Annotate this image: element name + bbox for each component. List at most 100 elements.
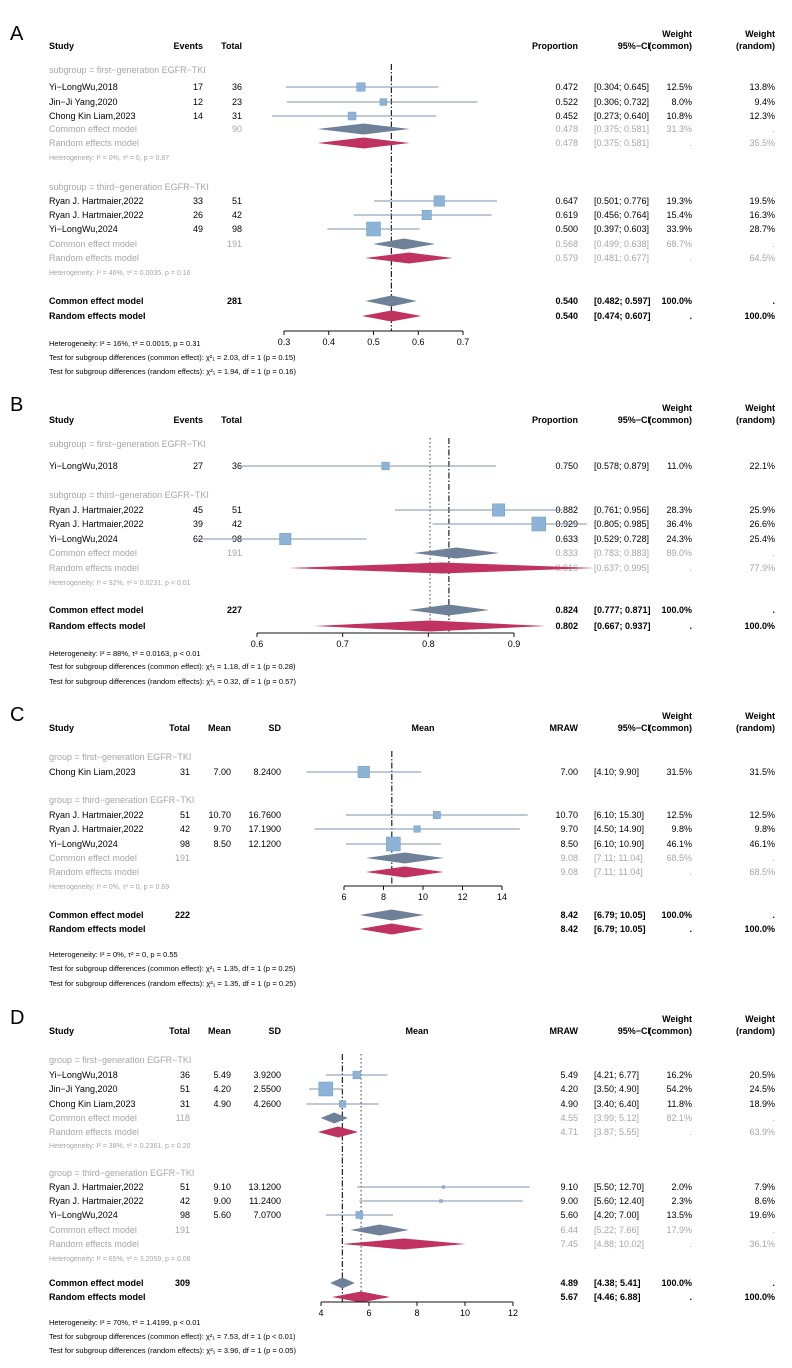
col-header-weight-random-sub: (random) bbox=[736, 41, 775, 51]
subgroup-random-ci: [0.637; 0.995] bbox=[594, 563, 649, 573]
subgroup-heterogeneity: Heterogeneity: I² = 38%, τ² = 0.2361, p … bbox=[49, 1143, 191, 1150]
study-weight-box bbox=[347, 111, 357, 121]
subgroup-common-estimate: 4.55 bbox=[560, 1113, 578, 1123]
x-axis-tick-label: 0.6 bbox=[251, 639, 264, 649]
study-total: 98 bbox=[232, 224, 242, 234]
study-weight-box bbox=[279, 533, 292, 545]
overall-common-weight-random: . bbox=[772, 1278, 775, 1288]
study-weight-box bbox=[441, 1185, 445, 1189]
study-events: 49 bbox=[193, 224, 203, 234]
study-weight-common: 12.5% bbox=[666, 810, 692, 820]
footer-stat-line: Heterogeneity: I² = 88%, τ² = 0.0163, p … bbox=[49, 649, 201, 658]
study-name: Yi−LongWu,2024 bbox=[49, 534, 118, 544]
panel-letter: C bbox=[10, 704, 24, 726]
subgroup-common-diamond bbox=[350, 1224, 409, 1236]
col-header-ci: 95%−CI bbox=[618, 41, 650, 51]
footer-stat-line: Test for subgroup differences (common ef… bbox=[49, 964, 296, 973]
x-axis-tick-label: 6 bbox=[366, 1308, 371, 1318]
overall-common-weight-common: 100.0% bbox=[661, 910, 692, 920]
col-header-weight-common-sub: (common) bbox=[649, 1026, 693, 1036]
study-ci: [3.40; 6.40] bbox=[594, 1099, 639, 1109]
subgroup-common-label: Common effect model bbox=[49, 548, 137, 558]
study-estimate: 5.49 bbox=[560, 1070, 578, 1080]
study-events: 33 bbox=[193, 196, 203, 206]
x-axis-tick-label: 0.9 bbox=[508, 639, 521, 649]
study-weight-random: 25.4% bbox=[749, 534, 775, 544]
study-weight-random: 28.7% bbox=[749, 224, 775, 234]
footer-stat-line: Test for subgroup differences (common ef… bbox=[49, 353, 296, 362]
subgroup-heterogeneity: Heterogeneity: I² = 0%, τ² = 0, p = 0.69 bbox=[49, 884, 169, 891]
study-weight-random: 46.1% bbox=[749, 839, 775, 849]
subgroup-common-diamond bbox=[320, 1112, 348, 1124]
study-name: Ryan J. Hartmaier,2022 bbox=[49, 824, 144, 834]
subgroup-random-label: Random effects model bbox=[49, 1127, 139, 1137]
overall-common-estimate: 4.89 bbox=[560, 1278, 578, 1288]
col-header-mean: Mean bbox=[208, 723, 231, 733]
overall-random-estimate: 5.67 bbox=[560, 1292, 578, 1302]
overall-common-weight-common: 100.0% bbox=[661, 296, 692, 306]
panel-letter: D bbox=[10, 1007, 24, 1029]
subgroup-common-estimate: 0.478 bbox=[555, 124, 578, 134]
study-total: 42 bbox=[180, 1196, 190, 1206]
study-weight-common: 2.3% bbox=[671, 1196, 692, 1206]
overall-common-ci: [6.79; 10.05] bbox=[594, 910, 646, 920]
x-axis-tick-label: 12 bbox=[457, 892, 467, 902]
study-weight-random: 22.1% bbox=[749, 461, 775, 471]
overall-random-diamond bbox=[361, 310, 422, 322]
subgroup-random-ci: [4.88; 10.02] bbox=[594, 1239, 644, 1249]
study-ci: [5.60; 12.40] bbox=[594, 1196, 644, 1206]
col-header-study: Study bbox=[49, 415, 74, 425]
study-weight-random: 12.5% bbox=[749, 810, 775, 820]
col-header-weight-random: Weight bbox=[745, 403, 775, 413]
study-ci: [5.50; 12.70] bbox=[594, 1182, 644, 1192]
study-weight-box bbox=[318, 1081, 334, 1097]
study-estimate: 9.10 bbox=[560, 1182, 578, 1192]
col-header-events: Events bbox=[173, 41, 203, 51]
study-ci: [0.761; 0.956] bbox=[594, 505, 649, 515]
subgroup-random-estimate: 7.45 bbox=[560, 1239, 578, 1249]
subgroup-heterogeneity: Heterogeneity: I² = 0%, τ² = 0, p = 0.87 bbox=[49, 155, 169, 162]
study-weight-random: 13.8% bbox=[749, 82, 775, 92]
study-ci: [0.529; 0.728] bbox=[594, 534, 649, 544]
study-weight-box bbox=[379, 98, 387, 106]
study-weight-box bbox=[357, 765, 370, 779]
study-sd: 13.1200 bbox=[248, 1182, 281, 1192]
subgroup-common-weight-common: 17.9% bbox=[666, 1225, 692, 1235]
study-name: Jin−Ji Yang,2020 bbox=[49, 97, 117, 107]
subgroup-common-ci: [7.11; 11.04] bbox=[594, 853, 643, 863]
study-ci: [0.306; 0.732] bbox=[594, 97, 649, 107]
overall-common-label: Common effect model bbox=[49, 605, 144, 615]
study-weight-common: 24.3% bbox=[666, 534, 692, 544]
study-events: 39 bbox=[193, 519, 203, 529]
overall-common-ci: [0.482; 0.597] bbox=[594, 296, 651, 306]
x-axis-tick-label: 4 bbox=[318, 1308, 323, 1318]
subgroup-common-weight-random: . bbox=[772, 853, 775, 863]
subgroup-common-weight-common: 68.5% bbox=[666, 853, 692, 863]
overall-random-weight-common: . bbox=[689, 621, 692, 631]
col-header-sd: SD bbox=[268, 723, 281, 733]
study-weight-box bbox=[352, 1070, 361, 1080]
study-total: 42 bbox=[232, 519, 242, 529]
study-events: 14 bbox=[193, 111, 203, 121]
study-estimate: 0.882 bbox=[555, 505, 578, 515]
x-axis-tick-label: 10 bbox=[460, 1308, 470, 1318]
overall-random-diamond bbox=[314, 620, 546, 632]
subgroup-common-diamond bbox=[413, 547, 500, 559]
col-header-weight-common: Weight bbox=[662, 1014, 692, 1024]
x-axis-tick-label: 12 bbox=[508, 1308, 518, 1318]
col-header-weight-random: Weight bbox=[745, 711, 775, 721]
panel-letter: B bbox=[10, 394, 23, 416]
study-estimate: 0.633 bbox=[555, 534, 578, 544]
subgroup-label: group = first−generation EGFR−TKI bbox=[49, 752, 191, 762]
study-name: Chong Kin Liam,2023 bbox=[49, 1099, 136, 1109]
study-weight-random: 7.9% bbox=[754, 1182, 775, 1192]
study-weight-box bbox=[413, 825, 421, 833]
subgroup-random-label: Random effects model bbox=[49, 1239, 139, 1249]
x-axis-tick-label: 8 bbox=[381, 892, 386, 902]
study-weight-random: 20.5% bbox=[749, 1070, 775, 1080]
subgroup-common-label: Common effect model bbox=[49, 853, 137, 863]
col-header-weight-common-sub: (common) bbox=[649, 41, 693, 51]
subgroup-random-label: Random effects model bbox=[49, 563, 139, 573]
study-ci: [4.10; 9.90] bbox=[594, 767, 639, 777]
col-header-weight-common-sub: (common) bbox=[649, 723, 693, 733]
